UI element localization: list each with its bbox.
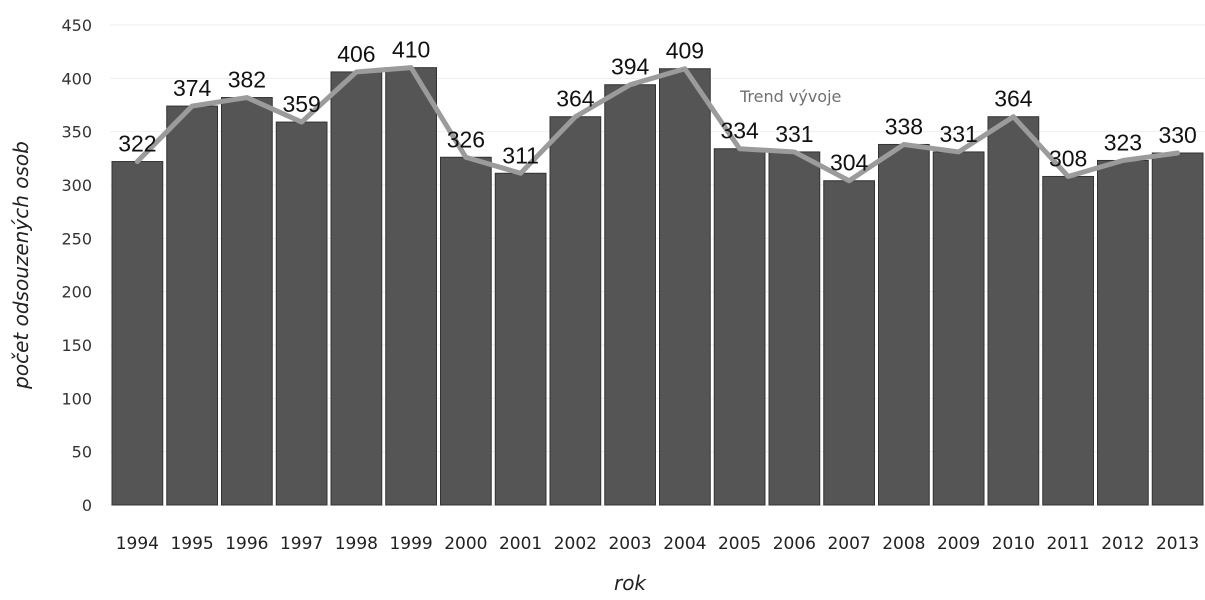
data-label: 359 [282, 91, 320, 117]
y-tick-label: 450 [61, 16, 92, 35]
bar-1994 [111, 161, 164, 506]
x-tick-label: 2013 [1156, 534, 1199, 554]
data-label: 338 [885, 113, 923, 139]
bar-1997 [275, 121, 328, 506]
x-tick-label: 1995 [170, 534, 213, 554]
data-label: 330 [1158, 122, 1196, 148]
bar-2001 [494, 172, 547, 506]
x-tick-label: 1998 [335, 534, 378, 554]
data-label: 331 [775, 121, 813, 147]
x-tick-label: 2006 [773, 534, 816, 554]
data-label: 406 [337, 41, 375, 67]
bar-2010 [987, 116, 1040, 506]
y-tick-label: 150 [61, 336, 92, 355]
y-tick-label: 300 [61, 176, 92, 195]
data-label: 308 [1049, 145, 1087, 171]
gridlines [110, 24, 1205, 506]
y-tick-label: 50 [72, 443, 92, 462]
data-label: 374 [173, 75, 212, 101]
bar-2007 [823, 180, 875, 506]
bar-1995 [166, 105, 218, 506]
data-label: 334 [720, 118, 759, 144]
data-labels: 322 374 382 359 406 410 326 311 364 394 409 334 331 3… [118, 37, 1197, 176]
y-axis-ticks: 0 50 100 150 200 250 300 350 400 450 [61, 16, 92, 515]
data-label: 410 [392, 37, 430, 63]
bar-2005 [713, 148, 766, 506]
y-tick-label: 250 [61, 229, 92, 248]
x-tick-label: 1996 [225, 534, 268, 554]
bar-1999 [385, 67, 437, 506]
bar-1998 [330, 71, 383, 506]
x-tick-label: 2010 [992, 534, 1035, 554]
y-tick-label: 200 [61, 283, 92, 302]
y-tick-label: 0 [82, 496, 92, 515]
data-label: 304 [830, 150, 869, 176]
trend-line-group [134, 65, 1181, 184]
bar-2000 [440, 156, 492, 506]
x-tick-label: 2011 [1046, 534, 1089, 554]
data-label: 326 [447, 126, 485, 152]
data-label: 364 [994, 86, 1033, 112]
bar-2012 [1097, 159, 1149, 506]
y-tick-label: 400 [61, 69, 92, 88]
data-label: 322 [118, 131, 156, 157]
x-tick-label: 2005 [718, 534, 761, 554]
bars [111, 67, 1204, 506]
bar-2011 [1042, 175, 1094, 506]
x-tick-label: 2000 [444, 534, 487, 554]
bar-2006 [768, 151, 821, 506]
x-axis-title: rok [614, 571, 647, 595]
data-label: 331 [939, 121, 977, 147]
bar-2004 [659, 68, 711, 506]
trend-line [134, 65, 1181, 184]
data-label: 323 [1104, 129, 1142, 155]
data-label: 311 [502, 142, 539, 168]
data-label: 382 [228, 67, 266, 93]
data-label: 394 [611, 54, 650, 80]
x-tick-label: 1997 [280, 534, 323, 554]
x-tick-label: 2009 [937, 534, 980, 554]
x-tick-label: 2012 [1101, 534, 1144, 554]
data-label: 409 [666, 38, 704, 64]
bar-2002 [549, 116, 602, 506]
trend-annotation: Trend vývoje [739, 87, 841, 106]
bar-2003 [604, 84, 656, 506]
bar-2008 [878, 143, 930, 506]
x-tick-label: 2003 [608, 534, 651, 554]
y-tick-label: 100 [61, 389, 92, 408]
bar-1996 [221, 97, 273, 506]
x-axis-ticks: 1994 1995 1996 1997 1998 1999 2000 2001 2002 2003… [116, 534, 1200, 554]
x-tick-label: 2007 [827, 534, 870, 554]
x-tick-label: 1994 [116, 534, 159, 554]
bar-2009 [932, 151, 985, 506]
y-tick-label: 350 [61, 123, 92, 142]
bar-2013 [1151, 152, 1204, 506]
data-label: 364 [556, 86, 595, 112]
x-tick-label: 2004 [663, 534, 706, 554]
y-axis-title: počet odsouzených osob [9, 141, 33, 390]
x-tick-label: 2002 [554, 534, 597, 554]
x-tick-label: 2008 [882, 534, 925, 554]
x-tick-label: 1999 [389, 534, 432, 554]
x-tick-label: 2001 [499, 534, 542, 554]
